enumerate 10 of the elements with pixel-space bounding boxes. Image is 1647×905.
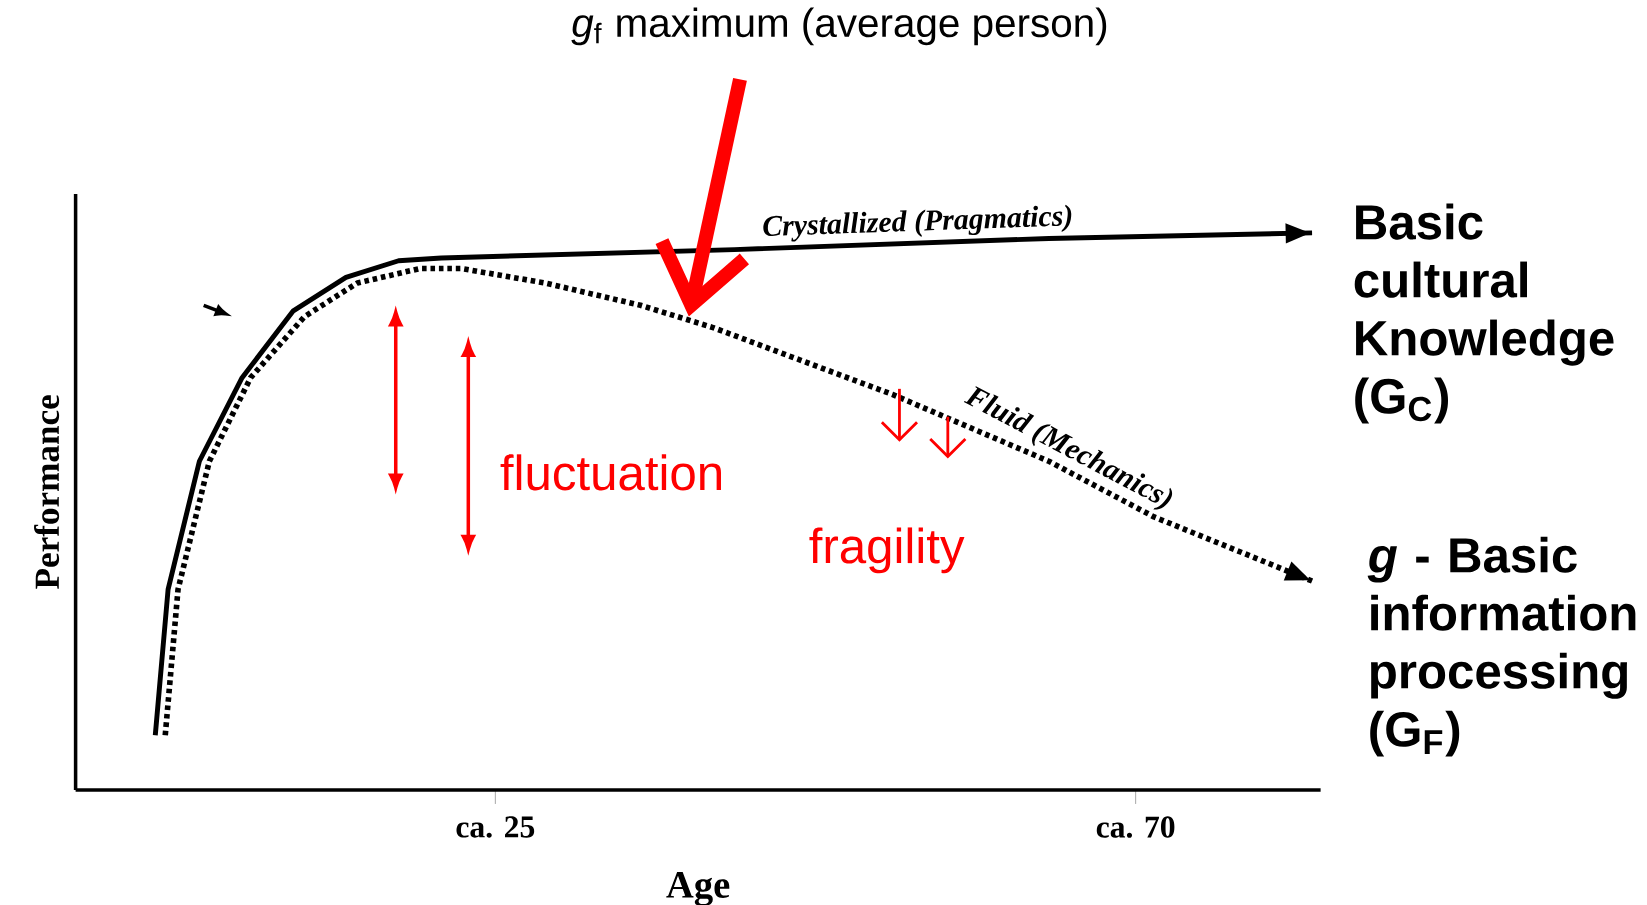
annotation: fragility <box>809 527 965 574</box>
text: g$_{f}$ maximum (average person) <box>571 7 1107 46</box>
series-label: Crystallized (Pragmatics) <box>763 204 1072 242</box>
annotation: g - Basic information processing (G$_{F}$) <box>1367 536 1636 757</box>
annotation: fluctuation <box>500 454 721 491</box>
annotation: Basic cultural Knowledge (G$_{C}$) <box>1354 203 1614 424</box>
x-axis-title: Age <box>666 871 730 905</box>
x-tick-label: ca. 70 <box>1096 816 1175 838</box>
x-tick-label: ca. 25 <box>456 816 535 838</box>
y-axis-title: Performance <box>34 395 60 589</box>
